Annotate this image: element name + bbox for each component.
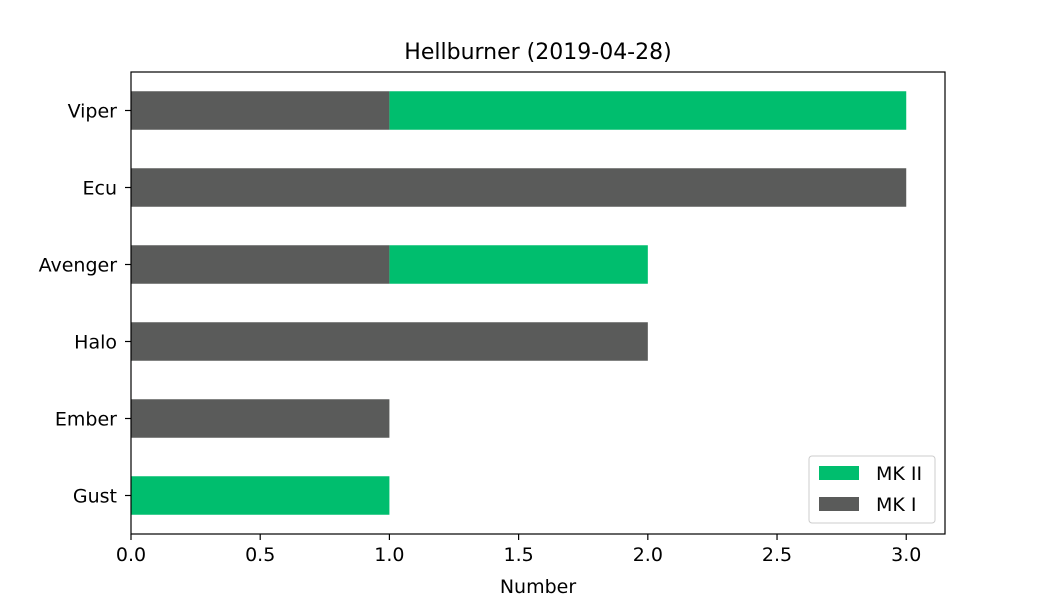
y-tick-label-avenger: Avenger bbox=[39, 255, 118, 277]
bar-mk-i-viper bbox=[131, 91, 390, 130]
bar-mk-i-halo bbox=[131, 322, 648, 361]
x-tick-label: 1.5 bbox=[504, 544, 534, 566]
y-tick-label-ecu: Ecu bbox=[83, 178, 118, 200]
x-tick-label: 2.0 bbox=[633, 544, 663, 566]
y-axis: Gust Ember Halo Avenger Ecu Viper bbox=[39, 101, 131, 508]
x-tick-label: 0.0 bbox=[116, 544, 146, 566]
x-axis-label: Number bbox=[500, 576, 577, 598]
legend: MK II MK I bbox=[808, 455, 936, 524]
y-tick-label-gust: Gust bbox=[73, 486, 117, 508]
legend-label-mk-ii: MK II bbox=[876, 463, 922, 485]
x-tick-label: 2.5 bbox=[762, 544, 792, 566]
bar-mk-i-avenger bbox=[131, 245, 390, 284]
bar-mk-ii-viper bbox=[389, 91, 907, 130]
plot-frame bbox=[130, 71, 946, 535]
legend-swatch-mk-ii bbox=[819, 466, 859, 480]
bar-mk-i-ecu bbox=[131, 168, 907, 207]
legend-swatch-mk-i bbox=[819, 497, 859, 511]
bars-group bbox=[131, 91, 907, 515]
y-tick-label-ember: Ember bbox=[55, 409, 117, 431]
bar-mk-i-ember bbox=[131, 399, 390, 438]
bar-mk-ii-avenger bbox=[389, 245, 648, 284]
bar-mk-ii-gust bbox=[131, 476, 390, 515]
chart-title: Hellburner (2019-04-28) bbox=[404, 40, 671, 65]
x-tick-label: 3.0 bbox=[891, 544, 921, 566]
x-axis: 0.0 0.5 1.0 1.5 2.0 2.5 3.0 bbox=[116, 534, 921, 566]
legend-label-mk-i: MK I bbox=[876, 494, 917, 516]
x-tick-label: 1.0 bbox=[374, 544, 404, 566]
y-tick-label-halo: Halo bbox=[74, 332, 117, 354]
y-tick-label-viper: Viper bbox=[68, 101, 118, 123]
x-tick-label: 0.5 bbox=[245, 544, 275, 566]
